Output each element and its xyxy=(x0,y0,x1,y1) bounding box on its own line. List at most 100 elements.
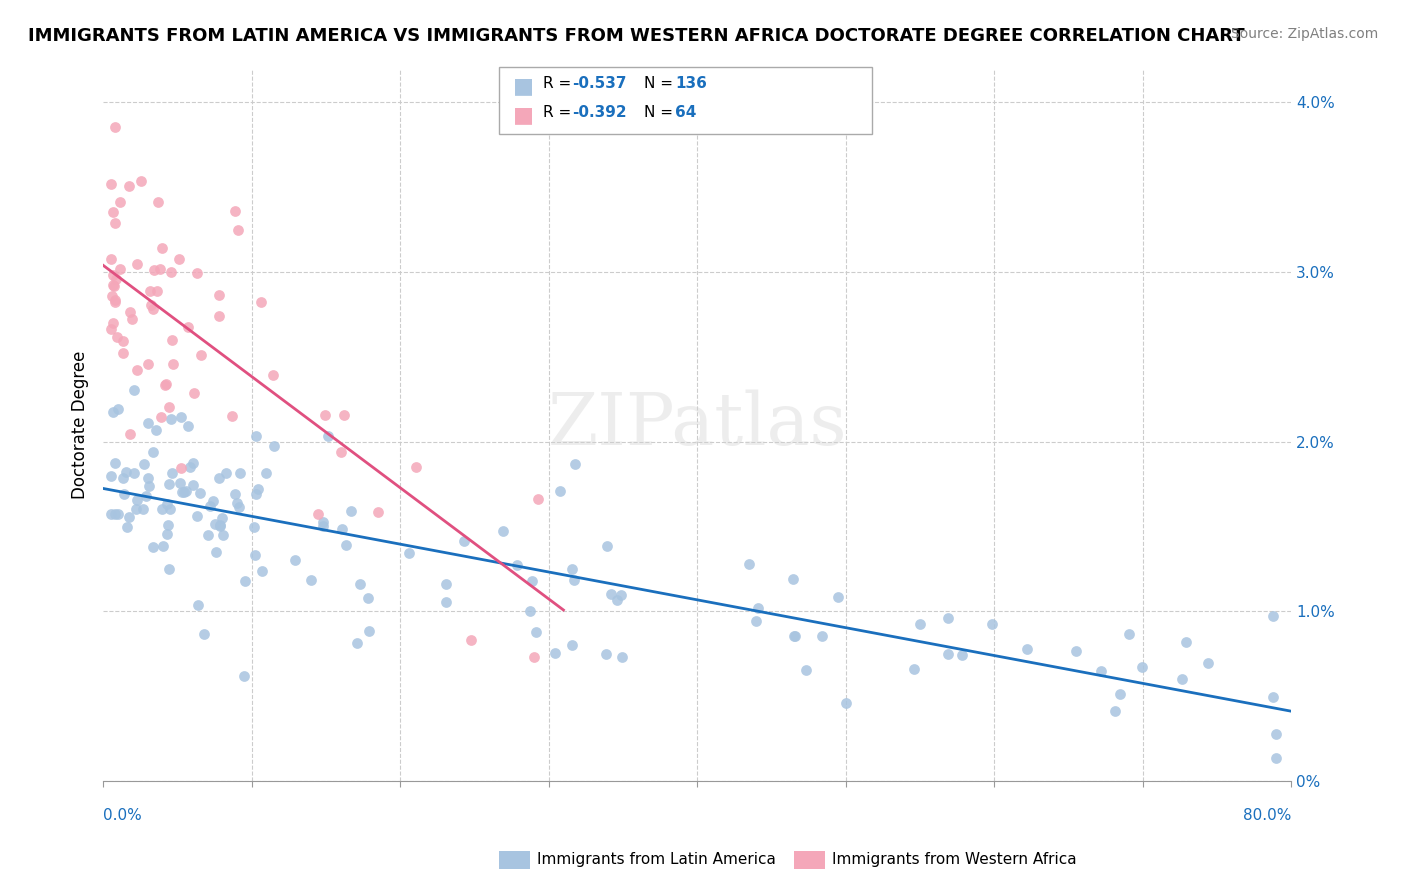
Point xyxy=(108,262,131,277)
Point xyxy=(434,595,457,609)
Point xyxy=(100,469,122,483)
Point xyxy=(224,203,246,218)
Point xyxy=(108,194,131,209)
Text: IMMIGRANTS FROM LATIN AMERICA VS IMMIGRANTS FROM WESTERN AFRICA DOCTORATE DEGREE: IMMIGRANTS FROM LATIN AMERICA VS IMMIGRA… xyxy=(28,27,1244,45)
Point xyxy=(262,368,284,382)
Point xyxy=(936,647,959,661)
Point xyxy=(284,553,307,567)
Point xyxy=(434,577,457,591)
Point xyxy=(524,624,547,639)
Point xyxy=(138,416,160,430)
Point xyxy=(170,461,193,475)
Point xyxy=(197,528,219,542)
Point xyxy=(156,497,179,511)
Point xyxy=(562,573,585,587)
Point xyxy=(188,485,211,500)
Point xyxy=(349,576,371,591)
Point xyxy=(335,538,357,552)
Point xyxy=(145,423,167,437)
Point xyxy=(908,616,931,631)
Text: 136: 136 xyxy=(675,76,707,91)
Point xyxy=(453,534,475,549)
Point xyxy=(104,295,127,310)
Point xyxy=(101,277,124,292)
Point xyxy=(122,466,145,480)
Point xyxy=(492,524,515,539)
Point xyxy=(193,626,215,640)
Point xyxy=(142,302,165,317)
Point xyxy=(346,636,368,650)
Point xyxy=(519,604,541,618)
Point xyxy=(112,487,135,501)
Point xyxy=(782,629,804,643)
Point xyxy=(138,479,160,493)
Point xyxy=(599,586,621,600)
Point xyxy=(183,386,205,401)
Point xyxy=(783,629,806,643)
Point xyxy=(105,329,128,343)
Point xyxy=(1265,751,1288,765)
Point xyxy=(738,557,761,571)
Point xyxy=(143,263,166,277)
Point xyxy=(100,321,122,335)
Point xyxy=(153,377,176,392)
Point xyxy=(548,483,571,498)
Point xyxy=(104,120,127,134)
Point xyxy=(1197,656,1219,670)
Point xyxy=(316,429,339,443)
Point xyxy=(181,456,204,470)
Point xyxy=(263,439,285,453)
Point xyxy=(186,509,208,524)
Point xyxy=(181,478,204,492)
Point xyxy=(1261,609,1284,624)
Y-axis label: Doctorate Degree: Doctorate Degree xyxy=(72,351,89,499)
Point xyxy=(225,496,247,510)
Point xyxy=(132,501,155,516)
Point xyxy=(120,426,142,441)
Text: R =: R = xyxy=(543,76,576,91)
Point xyxy=(169,475,191,490)
Point xyxy=(104,456,127,470)
Point xyxy=(745,614,768,628)
Point xyxy=(169,252,191,267)
Text: R =: R = xyxy=(543,105,576,120)
Point xyxy=(112,334,135,349)
Point xyxy=(233,669,256,683)
Point xyxy=(221,409,243,423)
Point xyxy=(1104,704,1126,718)
Point xyxy=(155,376,177,391)
Point xyxy=(157,400,180,414)
Point xyxy=(115,520,138,534)
Point xyxy=(211,528,233,542)
Point xyxy=(138,284,160,298)
Point xyxy=(254,466,277,480)
Point xyxy=(100,252,122,266)
Point xyxy=(398,546,420,560)
Text: ■: ■ xyxy=(513,76,534,95)
Point xyxy=(209,517,232,532)
Point xyxy=(1118,627,1140,641)
Point xyxy=(118,509,141,524)
Point xyxy=(561,562,583,576)
Point xyxy=(100,289,122,303)
Point xyxy=(228,500,250,514)
Point xyxy=(127,363,149,377)
Point xyxy=(936,611,959,625)
Point xyxy=(156,527,179,541)
Point xyxy=(157,476,180,491)
Text: N =: N = xyxy=(644,105,678,120)
Point xyxy=(146,195,169,210)
Text: Source: ZipAtlas.com: Source: ZipAtlas.com xyxy=(1230,27,1378,41)
Point xyxy=(142,540,165,554)
Text: -0.537: -0.537 xyxy=(572,76,627,91)
Point xyxy=(141,298,163,312)
Point xyxy=(330,522,353,536)
Point xyxy=(610,649,633,664)
Point xyxy=(1261,690,1284,704)
Point xyxy=(115,465,138,479)
Point xyxy=(1064,643,1087,657)
Text: Immigrants from Western Africa: Immigrants from Western Africa xyxy=(832,853,1077,867)
Point xyxy=(208,310,231,324)
Point xyxy=(357,591,380,606)
Point xyxy=(177,418,200,433)
